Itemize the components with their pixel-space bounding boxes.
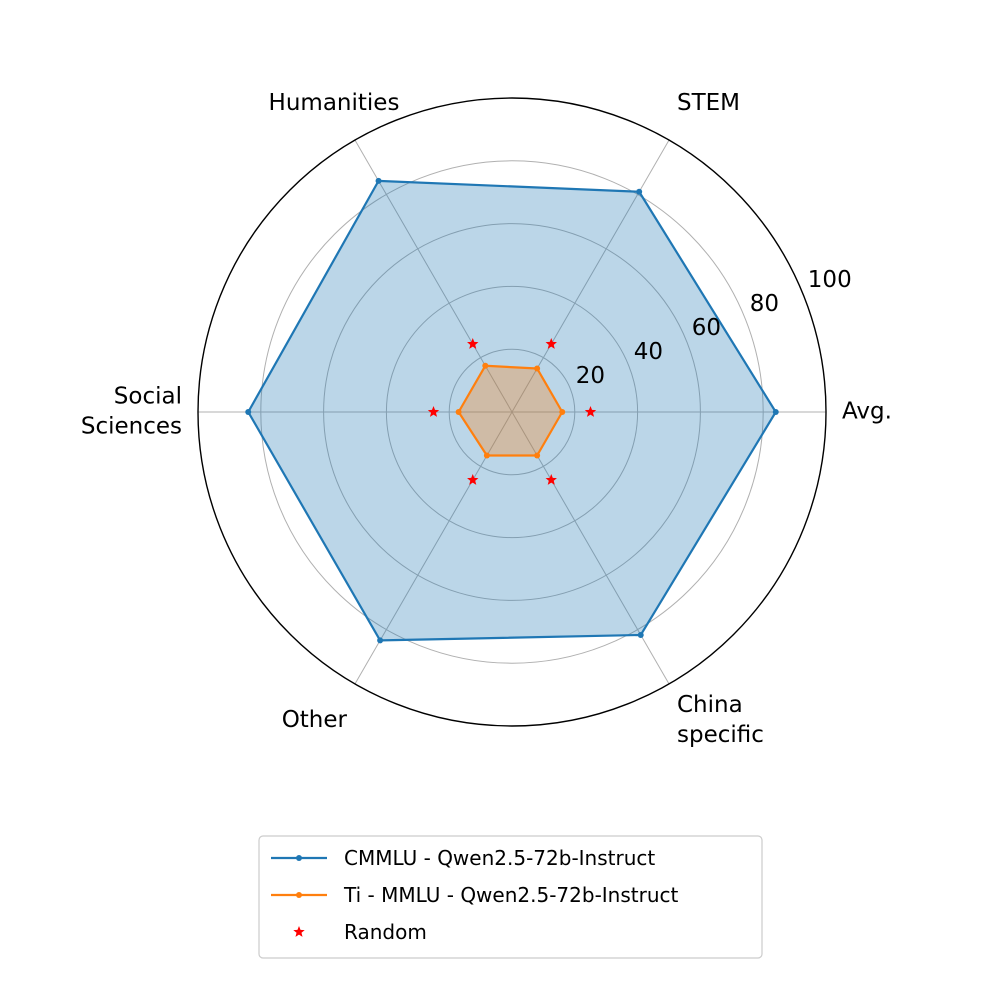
random-marker-3 bbox=[427, 406, 440, 417]
legend-label-cmmlu: CMMLU - Qwen2.5-72b-Instruct bbox=[344, 846, 655, 870]
series-layer bbox=[245, 177, 779, 644]
category-label-5-line-0: China bbox=[677, 692, 743, 718]
cmmlu-point-3 bbox=[245, 409, 252, 415]
cmmlu-area bbox=[248, 180, 776, 641]
legend-frame bbox=[258, 835, 763, 959]
category-label-3-line-1: Sciences bbox=[81, 414, 182, 440]
legend-marker-random bbox=[293, 926, 305, 937]
ti-mmlu-area bbox=[458, 365, 563, 456]
category-label-5-line-1: specific bbox=[677, 722, 764, 748]
legend-marker-ti-mmlu bbox=[296, 892, 302, 898]
cmmlu-point-0 bbox=[772, 409, 779, 415]
random-marker-1 bbox=[545, 338, 557, 349]
r-tick-label-60: 60 bbox=[692, 315, 721, 341]
ti-mmlu-point-3 bbox=[455, 409, 462, 415]
random-marker-4 bbox=[467, 473, 479, 485]
polar-frame bbox=[197, 97, 827, 727]
cmmlu-point-4 bbox=[377, 637, 384, 644]
legend: CMMLU - Qwen2.5-72b-Instruct Ti - MMLU -… bbox=[258, 835, 763, 959]
random-marker-0 bbox=[584, 406, 597, 417]
ti-mmlu-point-5 bbox=[534, 452, 541, 459]
ti-mmlu-point-2 bbox=[482, 362, 489, 369]
cmmlu-point-2 bbox=[375, 177, 382, 184]
category-label-3-line-0: Social bbox=[114, 384, 182, 410]
label-layer: 20 40 60 80 100 Avg. STEM Humanities Social Scien… bbox=[81, 90, 892, 748]
r-tick-label-20: 20 bbox=[576, 363, 605, 389]
cmmlu-point-5 bbox=[637, 631, 644, 638]
r-tick-label-100: 100 bbox=[808, 267, 852, 293]
legend-label-ti-mmlu: Ti - MMLU - Qwen2.5-72b-Instruct bbox=[343, 883, 679, 907]
legend-label-random: Random bbox=[344, 920, 427, 944]
ti-mmlu-point-1 bbox=[534, 365, 541, 372]
category-label-0-line-0: Avg. bbox=[842, 399, 892, 425]
ti-mmlu-point-0 bbox=[559, 409, 566, 415]
category-label-2-line-0: Humanities bbox=[269, 90, 400, 116]
random-marker-2 bbox=[467, 338, 479, 349]
legend-marker-cmmlu bbox=[296, 855, 302, 861]
cmmlu-point-1 bbox=[636, 188, 643, 195]
random-marker-5 bbox=[545, 473, 557, 485]
r-tick-label-40: 40 bbox=[634, 339, 663, 365]
ti-mmlu-point-4 bbox=[483, 452, 490, 459]
category-label-1-line-0: STEM bbox=[677, 90, 740, 116]
r-tick-label-80: 80 bbox=[750, 291, 779, 317]
category-label-4-line-0: Other bbox=[282, 707, 348, 733]
